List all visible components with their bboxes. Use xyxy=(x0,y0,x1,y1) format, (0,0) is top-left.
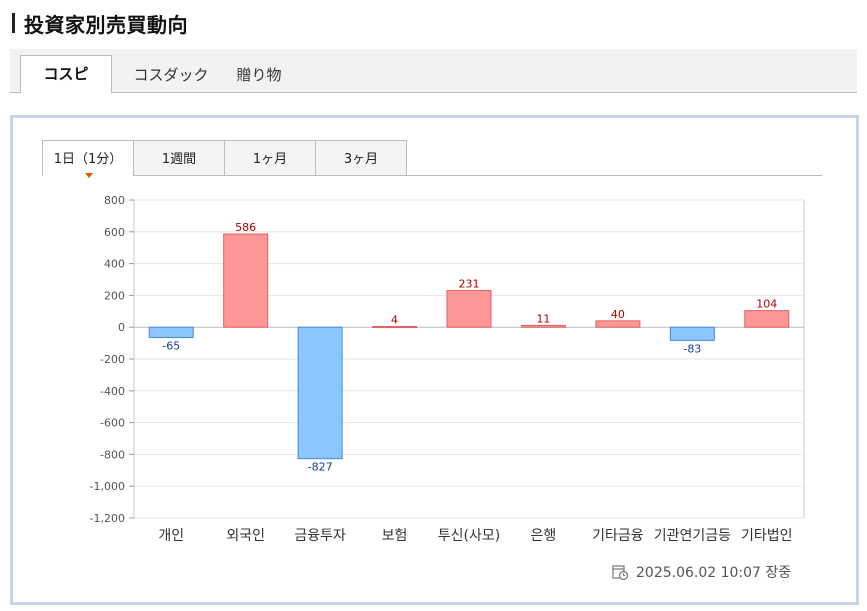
category-label: 외국인 xyxy=(226,528,265,544)
bar-7 xyxy=(595,320,641,328)
period-tabs: 1日（1分） 1週間 1ヶ月 3ヶ月 xyxy=(42,140,822,178)
page-header: 投資家別売買動向 xyxy=(12,9,188,37)
category-label: 개인 xyxy=(158,528,184,544)
y-tick-label: 600 xyxy=(104,226,125,239)
category-label: 금융투자 xyxy=(294,528,346,544)
timestamp-row: 2025.06.02 10:07 장중 xyxy=(612,562,791,582)
y-tick-label: -600 xyxy=(100,417,125,430)
category-label: 기관연기금등 xyxy=(654,528,731,544)
selected-caret-icon xyxy=(85,173,93,178)
category-label: 기타법인 xyxy=(741,528,793,544)
value-label: 11 xyxy=(536,312,550,325)
tab-kosdaq[interactable]: コスダック xyxy=(133,66,209,84)
y-tick-label: -1,200 xyxy=(90,512,125,525)
chart-panel: 1日（1分） 1週間 1ヶ月 3ヶ月 xyxy=(10,115,859,605)
bar-8 xyxy=(669,326,715,341)
tab-1day-label: 1日（1分） xyxy=(53,152,123,167)
y-tick-label: 0 xyxy=(118,321,125,334)
y-tick-label: -800 xyxy=(100,448,125,461)
value-label: -83 xyxy=(683,342,701,355)
bar-5 xyxy=(446,289,492,328)
bar-4 xyxy=(372,326,418,329)
value-label: -65 xyxy=(162,340,180,353)
bar-6 xyxy=(520,324,566,328)
y-tick-label: 800 xyxy=(104,194,125,207)
category-label: 보험 xyxy=(382,528,408,544)
value-label: -827 xyxy=(308,461,333,474)
category-label: 투신(사모) xyxy=(438,528,500,544)
category-label: 기타금융 xyxy=(592,528,644,544)
market-tabs: コスピ コスダック 贈り物 xyxy=(10,49,857,94)
value-label: 4 xyxy=(391,314,398,327)
y-tick-label: 400 xyxy=(104,258,125,271)
y-tick-label: -1,000 xyxy=(90,480,125,493)
tab-1day[interactable]: 1日（1分） xyxy=(42,140,134,178)
bar-3 xyxy=(297,326,343,460)
y-tick-label: 200 xyxy=(104,289,125,302)
title-marker xyxy=(12,13,15,33)
bar-2 xyxy=(223,233,269,328)
category-label: 은행 xyxy=(531,528,557,544)
y-tick-label: -400 xyxy=(100,385,125,398)
value-label: 40 xyxy=(611,308,625,321)
tab-gift[interactable]: 贈り物 xyxy=(236,66,282,84)
timestamp-text: 2025.06.02 10:07 장중 xyxy=(636,565,792,581)
tab-kospi[interactable]: コスピ xyxy=(20,55,112,94)
value-label: 586 xyxy=(235,221,256,234)
tab-3month[interactable]: 3ヶ月 xyxy=(315,140,407,175)
bar-1 xyxy=(148,326,194,339)
bar-9 xyxy=(744,310,790,328)
tab-1month[interactable]: 1ヶ月 xyxy=(224,140,316,175)
y-tick-label: -200 xyxy=(100,353,125,366)
value-label: 231 xyxy=(459,277,480,290)
calendar-clock-icon xyxy=(612,565,628,580)
value-label: 104 xyxy=(756,298,777,311)
page-title: 投資家別売買動向 xyxy=(24,12,188,37)
